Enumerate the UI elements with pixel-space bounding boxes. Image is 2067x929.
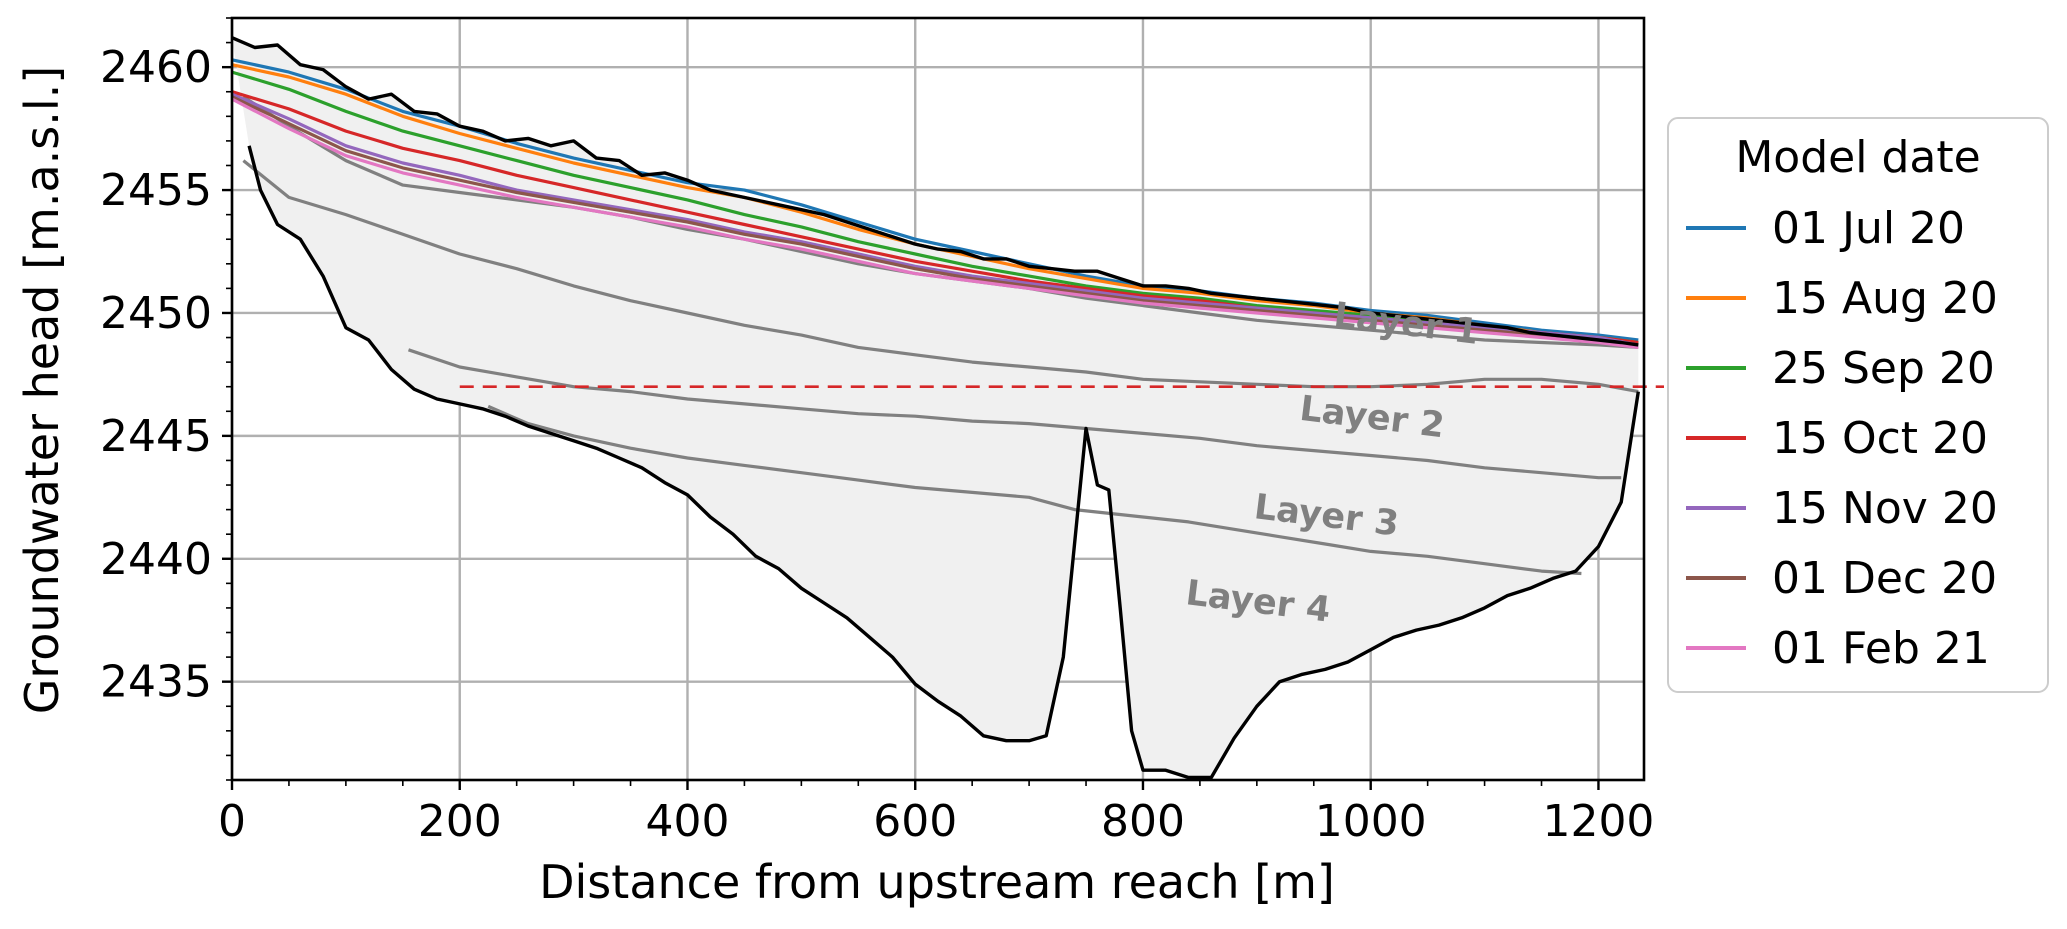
y-tick-label: 2435 [100, 657, 212, 708]
series-line [231, 97, 1639, 349]
legend-label: 25 Sep 20 [1772, 343, 1995, 394]
legend-label: 15 Oct 20 [1772, 413, 1988, 464]
y-tick-label: 2440 [100, 534, 212, 585]
layer-boundary-line [487, 404, 1582, 576]
legend-label: 01 Dec 20 [1772, 553, 1997, 604]
legend-label: 15 Aug 20 [1772, 273, 1998, 324]
x-tick-label: 600 [873, 796, 957, 847]
axes [230, 16, 1646, 782]
aquifer-area [232, 37, 1639, 778]
legend-label: 15 Nov 20 [1772, 483, 1998, 534]
x-tick-label: 0 [218, 796, 246, 847]
y-axis-label: Groundwater head [m.a.s.l.] [15, 66, 69, 714]
x-tick-label: 400 [645, 796, 729, 847]
ground-surface-line [231, 36, 1639, 347]
axes-frame [230, 16, 1646, 782]
x-tick-label: 200 [418, 796, 502, 847]
ticks: 0 200 400 600 800 1000 1200 2435 2440 2445 2450 245… [100, 17, 1654, 847]
x-tick-label: 1200 [1542, 796, 1654, 847]
y-tick-label: 2460 [100, 42, 212, 93]
legend-label: 01 Feb 21 [1772, 623, 1990, 674]
x-tick-label: 1000 [1315, 796, 1427, 847]
legend-label: 01 Jul 20 [1772, 203, 1965, 254]
layer-boundary-line [242, 159, 1639, 394]
y-tick-label: 2455 [100, 165, 212, 216]
bedrock-line [247, 145, 1640, 780]
aquifer-fill [232, 37, 1639, 778]
y-tick-label: 2445 [100, 411, 212, 462]
legend-items: 01 Jul 20 15 Aug 20 25 Sep 20 15 Oct 20 15 N… [1686, 203, 1998, 674]
series-line [231, 92, 1639, 347]
legend: Model date 01 Jul 20 15 Aug 20 25 Sep 20 15… [1667, 117, 2049, 693]
legend-title: Model date [1735, 132, 1980, 183]
series-line [231, 95, 1639, 347]
layer-boundary-line [407, 348, 1622, 480]
surface-lines [231, 36, 1640, 780]
x-tick-label: 800 [1101, 796, 1185, 847]
x-axis-label: Distance from upstream reach [m] [539, 855, 1335, 909]
legend-frame [1667, 117, 2049, 693]
y-tick-label: 2450 [100, 288, 212, 339]
